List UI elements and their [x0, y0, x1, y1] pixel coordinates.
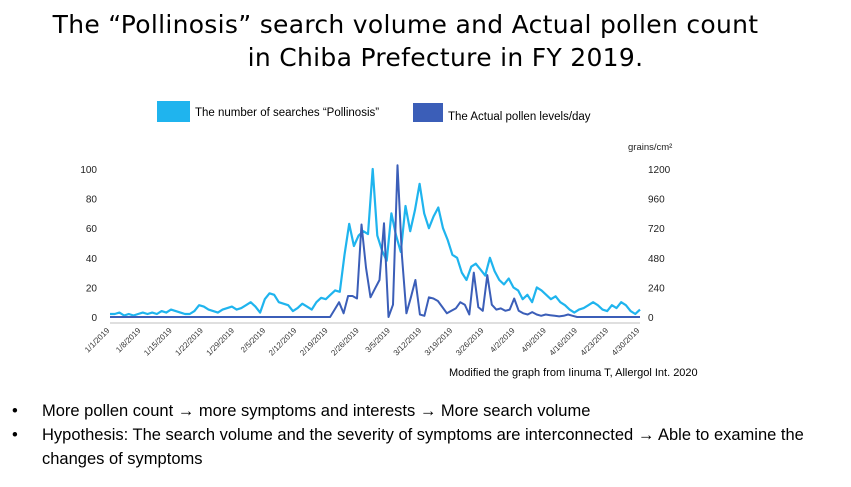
plot-area: 0 20 40 60 80 100 0 240 480 720 960 1200 grains/cm² 1… — [80, 142, 672, 358]
x-tick-label: 1/15/2019 — [142, 326, 174, 358]
x-tick-label: 1/29/2019 — [205, 326, 237, 358]
slide-title: The “Pollinosis” search volume and Actua… — [0, 8, 851, 74]
x-tick-label: 3/26/2019 — [454, 326, 486, 358]
bullet-item: • More pollen count → more symptoms and … — [10, 399, 845, 423]
y-left-tick-label: 40 — [86, 254, 98, 265]
dual-axis-line-chart: The number of searches “Pollinosis” The A… — [80, 101, 672, 358]
x-tick-label: 2/12/2019 — [267, 326, 299, 358]
bullet-item: • Hypothesis: The search volume and the … — [10, 423, 845, 471]
x-tick-label: 4/9/2019 — [520, 326, 549, 355]
y-right-tick-label: 960 — [648, 195, 665, 206]
legend-swatch — [157, 101, 190, 122]
y-left-tick-label: 60 — [86, 224, 98, 235]
x-tick-label: 4/30/2019 — [610, 326, 642, 358]
series-line-searches — [110, 167, 641, 317]
bullet-marker: • — [12, 426, 18, 444]
chart-legend: The number of searches “Pollinosis” The A… — [157, 101, 591, 123]
x-tick-label: 4/2/2019 — [488, 326, 517, 355]
x-tick-label: 2/19/2019 — [298, 326, 330, 358]
x-tick-label: 3/5/2019 — [364, 326, 393, 355]
x-tick-label: 3/19/2019 — [423, 326, 455, 358]
x-tick-label: 1/8/2019 — [114, 326, 143, 355]
title-line-1: The “Pollinosis” search volume and Actua… — [52, 10, 759, 39]
legend-label: The number of searches “Pollinosis” — [195, 107, 379, 119]
y-left-tick-label: 100 — [80, 165, 97, 176]
x-tick-label: 4/23/2019 — [579, 326, 611, 358]
bullet-text: Hypothesis: The search volume and the se… — [42, 426, 804, 468]
y-right-unit-label: grains/cm² — [628, 142, 672, 153]
legend-swatch — [413, 103, 443, 122]
y-right-tick-label: 480 — [648, 254, 665, 265]
y-right-tick-label: 240 — [648, 283, 665, 294]
y-right-tick-label: 0 — [648, 313, 654, 324]
series-line-pollen — [110, 164, 640, 318]
bullet-text: More pollen count → more symptoms and in… — [42, 402, 591, 420]
y-left-tick-label: 80 — [86, 195, 98, 206]
y-left-tick-label: 0 — [91, 313, 97, 324]
x-tick-label: 4/16/2019 — [548, 326, 580, 358]
x-tick-label: 1/1/2019 — [83, 326, 112, 355]
y-left-tick-label: 20 — [86, 283, 98, 294]
source-citation: Modified the graph from Iinuma T, Allerg… — [449, 367, 698, 379]
y-right-tick-label: 1200 — [648, 165, 671, 176]
x-tick-label: 2/26/2019 — [329, 326, 361, 358]
x-tick-label: 2/5/2019 — [239, 326, 268, 355]
title-line-2: in Chiba Prefecture in FY 2019. — [247, 43, 644, 72]
bullet-list: • More pollen count → more symptoms and … — [10, 399, 845, 471]
x-tick-label: 3/12/2019 — [392, 326, 424, 358]
y-right-tick-label: 720 — [648, 224, 665, 235]
bullet-marker: • — [12, 402, 18, 420]
x-tick-label: 1/22/2019 — [173, 326, 205, 358]
legend-label: The Actual pollen levels/day — [448, 111, 591, 123]
